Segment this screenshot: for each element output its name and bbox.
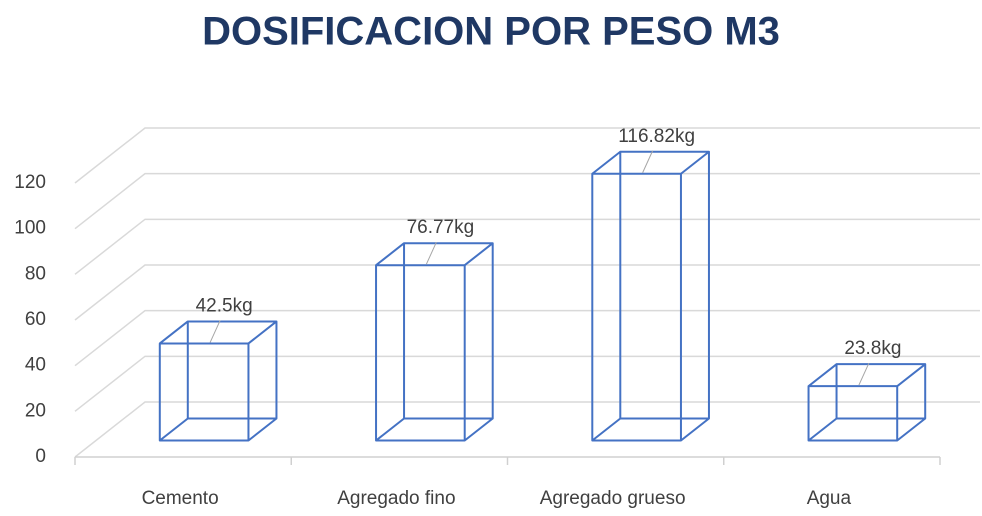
chart-title: DOSIFICACION POR PESO M3 — [202, 10, 780, 54]
grid-line — [74, 309, 980, 367]
bar — [375, 242, 494, 442]
grid-line — [74, 401, 980, 458]
grid-line — [74, 218, 980, 275]
grid-line — [74, 355, 980, 412]
leader-line — [209, 320, 221, 343]
y-tick-label: 20 — [25, 400, 46, 421]
y-tick-label: 40 — [25, 355, 46, 376]
bar — [158, 320, 278, 442]
bar — [807, 363, 927, 442]
grid-line — [74, 264, 980, 321]
y-tick-label: 100 — [14, 218, 46, 239]
y-tick-label: 120 — [14, 172, 46, 193]
bar — [591, 150, 710, 442]
x-tick-label: Agregado grueso — [540, 488, 686, 509]
x-tick-label: Cemento — [142, 488, 219, 509]
grid-line — [74, 127, 980, 184]
x-tick-label: Agregado fino — [337, 488, 455, 509]
data-label: 116.82kg — [618, 126, 695, 147]
x-tick-label: Agua — [807, 488, 852, 509]
y-tick-label: 60 — [25, 309, 46, 330]
y-tick-label: 0 — [35, 446, 46, 467]
grid-line — [74, 172, 980, 230]
y-tick-label: 80 — [25, 263, 46, 284]
leader-line — [642, 150, 654, 173]
data-label: 76.77kg — [407, 217, 475, 238]
leader-line — [858, 362, 870, 386]
data-label: 42.5kg — [196, 295, 253, 316]
data-label: 23.8kg — [844, 338, 901, 359]
leader-line — [425, 242, 437, 265]
